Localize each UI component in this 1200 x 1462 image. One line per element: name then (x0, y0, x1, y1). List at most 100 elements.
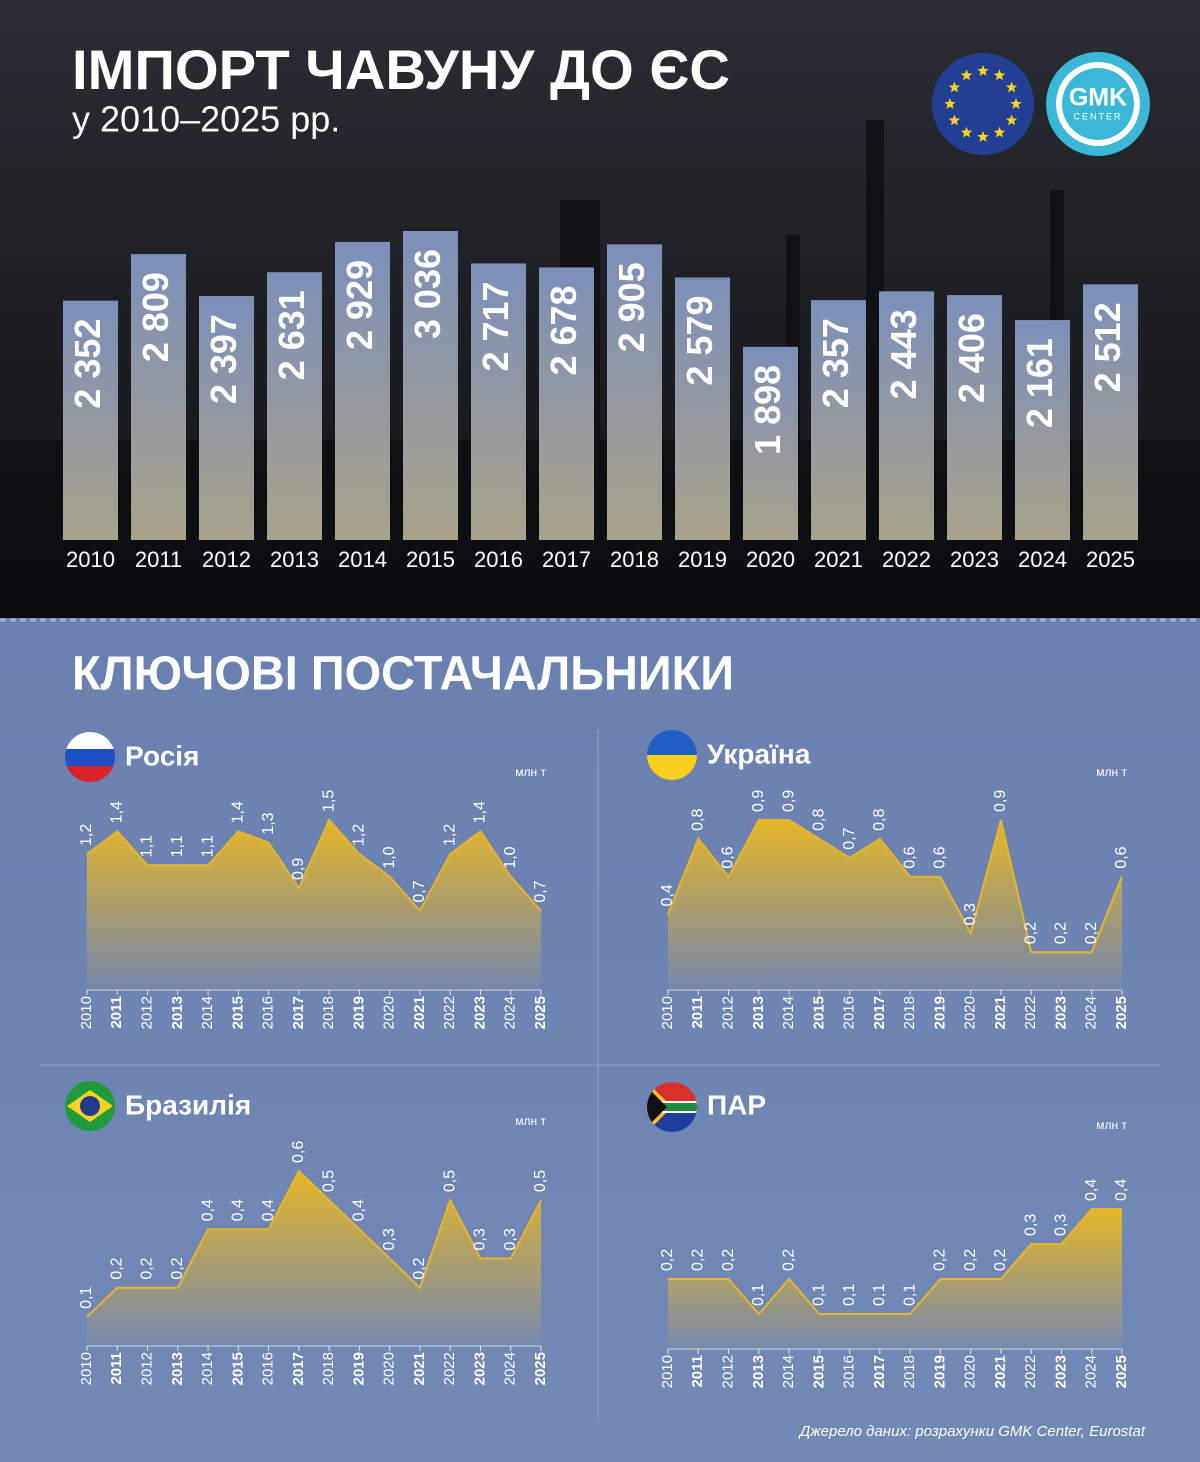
x-tick-label: 2013 (270, 547, 319, 572)
x-tick-label: 2025 (1113, 996, 1130, 1029)
value-label: 0,1 (811, 1284, 828, 1306)
x-tick-label: 2013 (169, 1352, 186, 1385)
eu-star (1010, 98, 1022, 109)
x-tick-label: 2020 (381, 996, 398, 1029)
x-tick-label: 2014 (780, 996, 797, 1029)
bar-value-label: 2 443 (883, 309, 924, 399)
value-label: 0,7 (841, 827, 858, 849)
x-tick-label: 2025 (532, 996, 549, 1029)
x-tick-label: 2015 (406, 547, 455, 572)
bar (267, 272, 322, 540)
eu-star (1005, 114, 1018, 126)
unit-label: млн т (1096, 765, 1127, 779)
x-tick-label: 2010 (659, 996, 676, 1029)
value-label: 0,2 (932, 1249, 949, 1271)
area-line (86, 818, 542, 913)
x-tick-label: 2022 (1022, 996, 1039, 1029)
x-tick-label: 2016 (841, 1355, 858, 1388)
x-tick-label: 2022 (441, 996, 458, 1029)
x-tick-label: 2019 (678, 547, 727, 572)
value-label: 0,4 (659, 884, 676, 906)
x-tick-label: 2016 (841, 996, 858, 1029)
value-label: 0,4 (1113, 1179, 1130, 1201)
unit-label: млн т (515, 765, 546, 779)
value-label: 0,2 (689, 1249, 706, 1271)
value-label: 1,0 (381, 846, 398, 868)
value-label: 0,5 (320, 1170, 337, 1192)
bar (947, 295, 1002, 540)
value-label: 0,2 (1053, 922, 1070, 944)
value-label: 0,4 (230, 1199, 247, 1221)
x-tick-label: 2011 (689, 996, 706, 1029)
x-tick-label: 2021 (992, 996, 1009, 1029)
title: ІМПОРТ ЧАВУНУ ДО ЄС (72, 38, 730, 101)
x-tick-label: 2018 (320, 996, 337, 1029)
x-tick-label: 2020 (962, 1355, 979, 1388)
value-label: 1,4 (472, 801, 489, 823)
x-tick-label: 2016 (260, 1352, 277, 1385)
subtitle: у 2010–2025 рр. (72, 99, 340, 140)
x-tick-label: 2023 (1052, 1355, 1069, 1388)
area-fill (87, 820, 541, 990)
x-tick-label: 2024 (502, 1352, 519, 1385)
x-tick-label: 2012 (139, 1352, 156, 1385)
x-tick-label: 2022 (441, 1352, 458, 1385)
bar (131, 254, 186, 540)
value-label: 0,1 (901, 1284, 918, 1306)
x-tick-label: 2025 (1086, 547, 1135, 572)
unit-label: млн т (1096, 1118, 1127, 1132)
source: Джерело даних: розрахунки GMK Center, Eu… (798, 1423, 1146, 1440)
value-label: 1,3 (260, 812, 277, 834)
bar-value-label: 2 352 (67, 319, 108, 409)
bar (1083, 284, 1138, 540)
x-tick-label: 2012 (720, 1355, 737, 1388)
bar-value-label: 2 357 (815, 318, 856, 408)
value-label: 0,2 (108, 1257, 125, 1279)
value-label: 0,4 (199, 1199, 216, 1221)
x-tick-label: 2017 (290, 996, 307, 1029)
value-label: 0,4 (351, 1199, 368, 1221)
bar-value-label: 2 929 (339, 260, 380, 350)
value-label: 0,2 (780, 1249, 797, 1271)
x-tick-label: 2018 (901, 1355, 918, 1388)
bar (539, 267, 594, 540)
area-line (86, 1169, 542, 1318)
bar (675, 277, 730, 540)
bar (607, 244, 662, 540)
value-label: 0,2 (720, 1249, 737, 1271)
value-label: 1,2 (441, 824, 458, 846)
bar (743, 346, 798, 540)
value-label: 0,5 (441, 1170, 458, 1192)
x-tick-label: 2020 (381, 1352, 398, 1385)
value-label: 0,4 (1083, 1179, 1100, 1201)
x-tick-label: 2022 (1022, 1355, 1039, 1388)
x-tick-label: 2021 (992, 1355, 1009, 1388)
value-label: 0,8 (689, 809, 706, 831)
bar (1015, 320, 1070, 540)
value-label: 0,6 (901, 846, 918, 868)
section-title: КЛЮЧОВІ ПОСТАЧАЛЬНИКИ (72, 648, 734, 701)
x-tick-label: 2016 (474, 547, 523, 572)
x-tick-label: 2017 (871, 996, 888, 1029)
x-tick-label: 2023 (471, 1352, 488, 1385)
x-tick-label: 2010 (78, 1352, 95, 1385)
value-label: 1,2 (78, 824, 95, 846)
x-tick-label: 2014 (199, 996, 216, 1029)
area-fill (87, 1171, 541, 1346)
eu-star (944, 98, 956, 109)
x-tick-label: 2021 (814, 547, 863, 572)
x-tick-label: 2025 (1113, 1355, 1130, 1388)
value-label: 0,4 (260, 1199, 277, 1221)
area-fill (668, 1209, 1122, 1349)
value-label: 0,2 (992, 1249, 1009, 1271)
value-label: 1,2 (351, 824, 368, 846)
area-fill (668, 820, 1122, 990)
value-label: 0,2 (139, 1257, 156, 1279)
bar-value-label: 2 905 (611, 262, 652, 352)
value-label: 0,3 (502, 1228, 519, 1250)
flag-south-africa (647, 1082, 697, 1132)
unit-label: млн т (515, 1114, 546, 1128)
value-label: 0,5 (532, 1170, 549, 1192)
bar-value-label: 2 397 (203, 314, 244, 404)
x-tick-label: 2012 (139, 996, 156, 1029)
